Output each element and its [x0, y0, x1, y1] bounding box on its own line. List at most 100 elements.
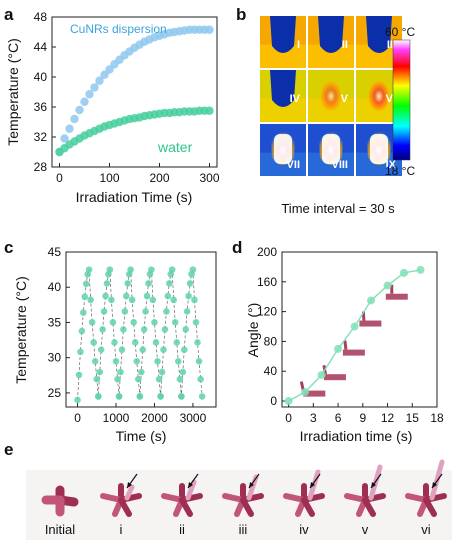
- panel-label-e: e: [4, 440, 13, 459]
- chart-a-ytick-label-3: 40: [34, 70, 48, 84]
- chart-c-point-81: [186, 280, 194, 287]
- chart-c-point-71: [173, 339, 181, 346]
- chart-d-xlabel: Irradiation time (s): [300, 428, 413, 444]
- chart-d-point-8: [416, 265, 425, 274]
- chart-c-point-34: [121, 308, 129, 315]
- chart-c-ytick-label-2: 35: [48, 315, 62, 329]
- photo-2: i: [100, 473, 142, 537]
- chart-d-xtick-label-2: 6: [335, 411, 342, 425]
- chart-a-ylabel: Temperature (°C): [5, 38, 21, 146]
- photo-5-arm-1: [283, 493, 307, 503]
- chart-c-point-2: [77, 348, 84, 356]
- photo-label-5: iv: [299, 522, 309, 537]
- colorbar: [392, 39, 411, 161]
- chart-c-ticks: 0 1000 2000 3000 25 30 35 40 45: [48, 245, 207, 425]
- chart-a-point-s0-10: [105, 65, 114, 74]
- chart-a-point-s0-7: [90, 83, 99, 92]
- photo-label-4: iii: [239, 522, 248, 537]
- photo-label-2: i: [120, 522, 123, 537]
- chart-c-point-77: [180, 346, 188, 353]
- thermal-sample-2: [318, 16, 344, 53]
- chart-d-ylabel: Angle (°): [245, 303, 261, 358]
- photo-label-1: Initial: [45, 522, 75, 537]
- chart-c-ytick-label-3: 40: [48, 280, 62, 294]
- chart-c-ytick-label-0: 25: [48, 386, 62, 400]
- chart-c-point-79: [183, 308, 191, 315]
- photo-6-arm-4: [362, 497, 376, 517]
- photo-4-arrowhead: [249, 482, 254, 488]
- chart-d-ytick-label-1: 40: [264, 364, 278, 378]
- chart-c-point-30: [115, 393, 123, 400]
- photo-6: v: [344, 464, 386, 537]
- panel-label-c: c: [4, 238, 13, 257]
- chart-d-xtick-label-1: 3: [310, 411, 317, 425]
- chart-c-point-56: [152, 339, 160, 346]
- thermal-tile-band-4: [260, 98, 306, 122]
- chart-d-frame: [281, 251, 438, 408]
- chart-a-point-s0-4: [75, 105, 84, 115]
- chart-c-point-26: [111, 339, 118, 346]
- photo-2-arm-4: [118, 497, 132, 517]
- chart-c-point-1: [75, 371, 83, 379]
- thermal-label-2: II: [342, 39, 348, 51]
- colorbar-max-label: 60 °C: [385, 25, 415, 39]
- thermal-label-4: IV: [290, 93, 301, 105]
- chart-c-point-72: [175, 358, 182, 365]
- chart-c-xtick-label-0: 0: [74, 411, 81, 425]
- chart-c-frame: [65, 251, 217, 408]
- chart-c-point-51: [145, 280, 152, 287]
- chart-c-point-6: [82, 280, 90, 288]
- chart-c-point-38: [127, 266, 134, 273]
- chart-c-point-50: [143, 292, 151, 300]
- thermal-label-5: V: [341, 93, 349, 105]
- chart-c-point-27: [112, 358, 120, 365]
- chart-c-point-84: [191, 296, 198, 304]
- thermal-tile-band-1: [260, 44, 306, 68]
- chart-c-point-88: [197, 375, 204, 383]
- chart-d-point-3: [334, 344, 343, 353]
- chart-c-point-48: [140, 326, 148, 333]
- chart-a-ytick-label-2: 36: [34, 100, 48, 114]
- thermal-tile-band-2: [308, 44, 354, 68]
- chart-a-ytick-label-4: 44: [34, 40, 48, 54]
- photo-7-arm-1: [405, 493, 429, 503]
- chart-c-point-8: [85, 266, 93, 273]
- chart-c-point-47: [139, 346, 147, 353]
- thermal-label-7: VII: [287, 159, 300, 171]
- chart-c-point-24: [108, 296, 115, 304]
- chart-c-point-53: [148, 266, 155, 273]
- chart-c-ytick-label-4: 45: [48, 245, 62, 259]
- photo-3-lifted-arm: [185, 479, 197, 501]
- chart-a-ytick-label-1: 32: [34, 130, 48, 144]
- photo-4-arm-1: [222, 493, 246, 503]
- chart-c: 0 1000 2000 3000 25 30 35 40 45 Time (s) Tempera…: [13, 245, 217, 444]
- chart-c-point-41: [131, 339, 139, 346]
- chart-a-points: [55, 25, 214, 157]
- chart-d-ticks: 0 3 6 9 12 15 18 0 40 80 120 160 200: [257, 245, 444, 425]
- chart-c-point-25: [109, 318, 117, 326]
- chart-c-point-19: [100, 308, 108, 315]
- chart-c-point-15: [95, 393, 102, 400]
- chart-a-point-s0-9: [100, 70, 109, 79]
- thermal-sample-4: [270, 70, 296, 107]
- chart-a-point-s1-30: [205, 106, 214, 115]
- photo-label-7: vi: [421, 522, 431, 537]
- photo-3-arm-1: [161, 493, 185, 503]
- chart-c-point-32: [118, 346, 126, 353]
- chart-c-marks: [74, 266, 206, 404]
- chart-c-point-75: [178, 393, 185, 400]
- chart-c-point-46: [137, 368, 145, 376]
- photo-5: iv: [283, 469, 325, 537]
- thermal-sample-1: [270, 16, 296, 53]
- chart-c-point-58: [155, 375, 163, 383]
- chart-c-point-16: [96, 368, 104, 376]
- photo-3: ii: [161, 473, 203, 537]
- chart-c-point-70: [171, 318, 179, 326]
- chart-a-xlabel: Irradiation Time (s): [76, 189, 193, 205]
- chart-c-point-85: [192, 318, 200, 326]
- chart-a-xtick-label-1: 100: [99, 171, 119, 185]
- chart-d-point-2: [317, 370, 326, 379]
- photo-4-arm-4: [240, 497, 254, 517]
- chart-d-ytick-label-4: 160: [257, 275, 277, 289]
